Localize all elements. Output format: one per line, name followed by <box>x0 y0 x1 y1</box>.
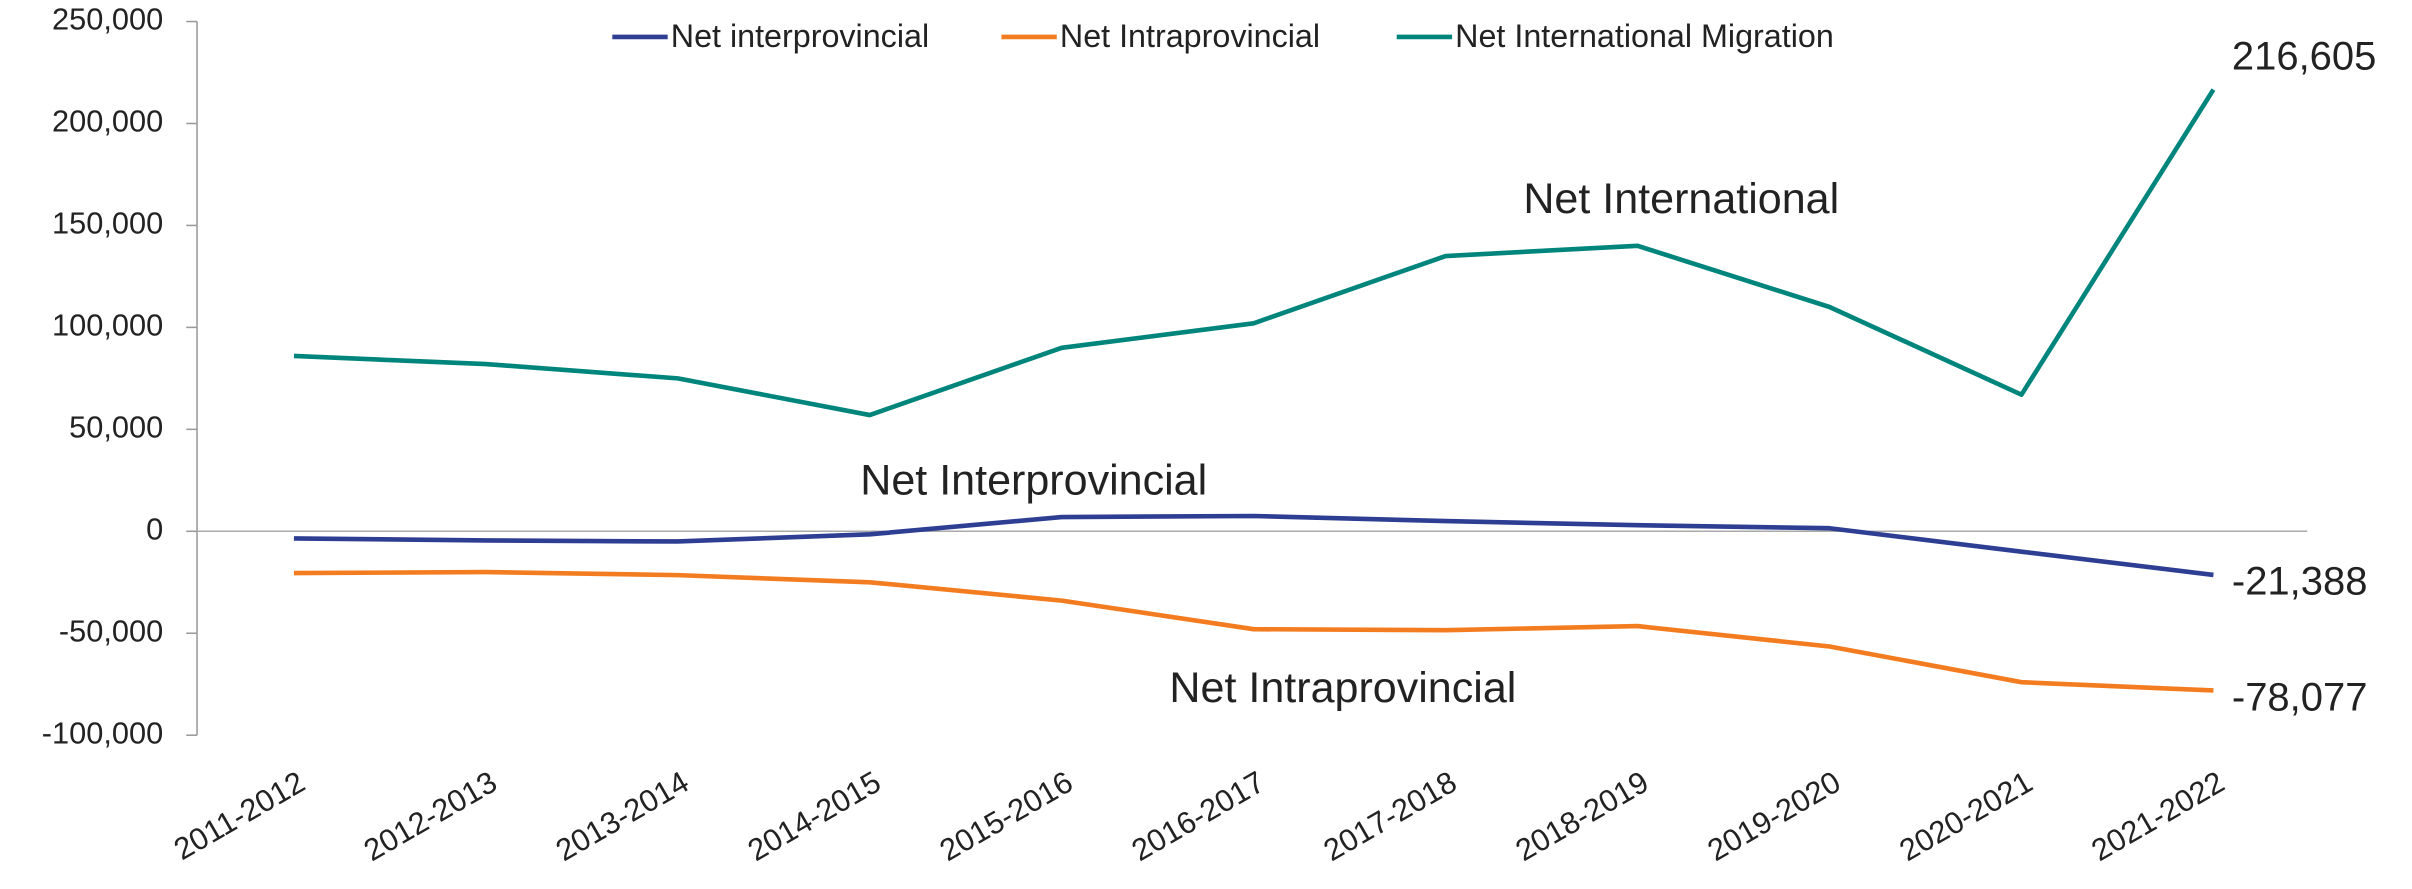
x-tick-label: 2020-2021 <box>1893 764 2038 868</box>
data-label: -78,077 <box>2232 675 2368 719</box>
data-label: 216,605 <box>2232 34 2376 78</box>
y-tick-label: 200,000 <box>52 104 163 139</box>
y-tick-label: 50,000 <box>69 409 163 444</box>
x-tick-label: 2021-2022 <box>2085 764 2230 868</box>
x-tick-label: 2012-2013 <box>358 764 503 868</box>
x-tick-label: 2013-2014 <box>550 764 695 868</box>
legend-label: Net International Migration <box>1455 18 1834 54</box>
y-tick-label: 250,000 <box>52 2 163 37</box>
x-tick-label: 2016-2017 <box>1126 764 1271 868</box>
x-tick-label: 2017-2018 <box>1318 764 1463 868</box>
series-line <box>293 569 2214 693</box>
data-label: -21,388 <box>2232 560 2368 604</box>
legend-label: Net interprovincial <box>671 18 929 54</box>
y-tick-label: 100,000 <box>52 308 163 343</box>
series-line <box>293 513 2214 578</box>
annotation: Net Intraprovincial <box>1169 664 1516 712</box>
y-tick-label: -50,000 <box>59 613 163 648</box>
legend-label: Net Intraprovincial <box>1060 18 1320 54</box>
x-tick-label: 2018-2019 <box>1510 764 1655 868</box>
series-line <box>293 88 2216 418</box>
x-tick-label: 2014-2015 <box>742 764 887 868</box>
x-tick-label: 2011-2012 <box>168 764 311 867</box>
annotation: Net International <box>1523 175 1839 223</box>
y-tick-label: -100,000 <box>42 715 163 750</box>
x-tick-label: 2015-2016 <box>934 764 1079 868</box>
y-tick-label: 0 <box>146 511 163 546</box>
y-tick-label: 150,000 <box>52 206 163 241</box>
x-tick-label: 2019-2020 <box>1701 764 1846 868</box>
annotation: Net Interprovincial <box>860 456 1207 504</box>
